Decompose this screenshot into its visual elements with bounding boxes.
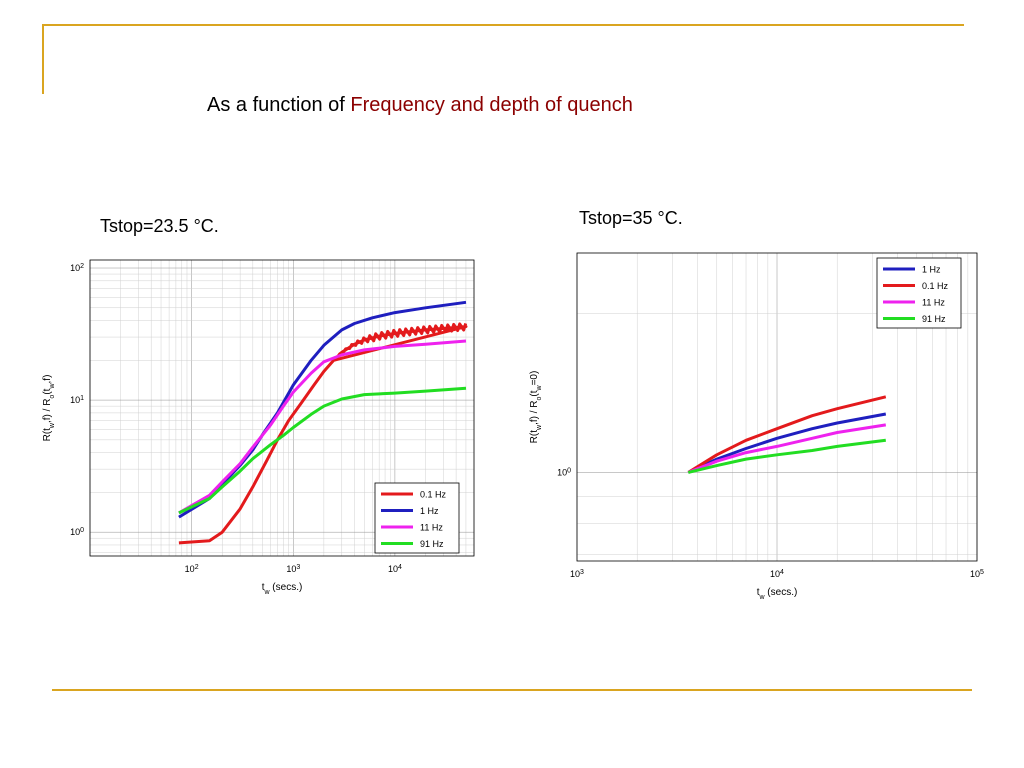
- y-axis-label: R(tw,f) / Ro(tw=0): [529, 371, 543, 444]
- series-line-11-hz: [178, 339, 467, 515]
- left-chart: 102 103 104 100 101 102 tw (secs.) R(tw,f) / Ro…: [42, 259, 475, 596]
- legend-label: 91 Hz: [922, 314, 946, 324]
- y-tick-label: 100: [70, 527, 84, 538]
- legend-label: 91 Hz: [420, 539, 444, 549]
- x-axis-label: tw (secs.): [757, 587, 798, 601]
- series-line-91-hz: [687, 438, 886, 474]
- x-tick-label: 102: [185, 564, 199, 575]
- legend: 1 Hz 0.1 Hz 11 Hz 91 Hz: [876, 257, 962, 329]
- axes-frame: [89, 259, 475, 557]
- grid: [576, 253, 978, 561]
- x-tick-label: 104: [388, 564, 402, 575]
- series-line-01-hz: [178, 322, 468, 545]
- x-tick-label: 105: [970, 569, 984, 580]
- axes-frame: [576, 252, 978, 562]
- series-line-11-hz: [687, 423, 887, 474]
- x-tick-label: 103: [286, 564, 300, 575]
- legend: 0.1 Hz 1 Hz 11 Hz 91 Hz: [374, 482, 460, 554]
- y-tick-label: 101: [70, 395, 84, 406]
- slide-title-accent: Frequency and depth of quench: [350, 94, 633, 116]
- series-line-1-hz: [687, 412, 887, 474]
- legend-label: 1 Hz: [420, 506, 439, 516]
- x-tick-label: 104: [770, 569, 784, 580]
- legend-label: 11 Hz: [420, 523, 443, 533]
- slide-title-plain: As a function of: [207, 94, 351, 116]
- gold-bottom-rule: [52, 689, 972, 691]
- legend-label: 11 Hz: [922, 298, 945, 308]
- y-tick-label: 102: [70, 263, 84, 274]
- right-chart-title: Tstop=35 °C.: [579, 208, 683, 228]
- legend-label: 1 Hz: [922, 265, 941, 275]
- gold-left-rule: [42, 24, 44, 94]
- right-chart: 103 104 105 100 tw (secs.) R(tw,f) / Ro(tw=0)…: [529, 252, 984, 601]
- x-tick-label: 103: [570, 569, 584, 580]
- legend-label: 0.1 Hz: [420, 490, 447, 500]
- gold-top-rule: [42, 24, 964, 26]
- y-axis-label: R(tw,f) / Ro(tw,f): [42, 375, 56, 442]
- left-chart-title: Tstop=23.5 °C.: [100, 216, 219, 236]
- series-line-01-hz: [687, 395, 887, 474]
- y-tick-label: 100: [557, 467, 571, 478]
- x-axis-label: tw (secs.): [262, 582, 303, 596]
- legend-label: 0.1 Hz: [922, 281, 949, 291]
- series-line-91-hz: [178, 386, 467, 515]
